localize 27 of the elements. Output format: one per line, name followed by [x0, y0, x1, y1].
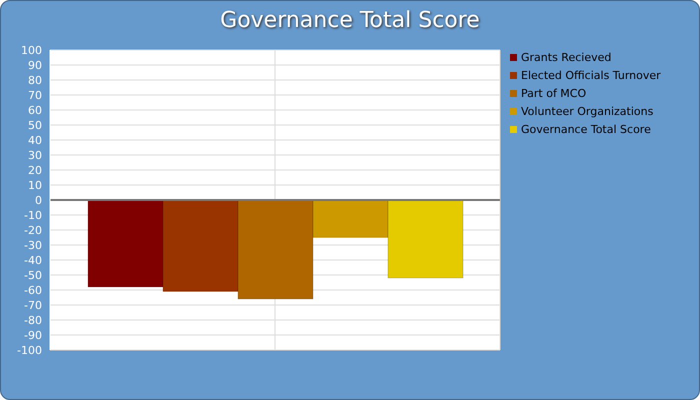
y-tick-label: -90	[24, 328, 42, 342]
y-tick-label: -100	[17, 344, 42, 357]
y-tick-label: -70	[24, 298, 42, 312]
y-tick-label: -80	[24, 314, 42, 327]
y-tick-label: -10	[24, 208, 42, 222]
legend-label: Elected Officials Turnover	[521, 69, 661, 82]
legend-label: Part of MCO	[521, 87, 586, 100]
y-tick-label: -50	[24, 268, 42, 282]
y-tick-label: 70	[28, 88, 42, 102]
legend-label: Grants Recieved	[521, 51, 612, 64]
y-tick-label: 20	[28, 164, 42, 177]
y-tick-label: 0	[35, 194, 42, 207]
legend-label: Volunteer Organizations	[521, 105, 654, 118]
y-tick-label: 10	[28, 178, 42, 192]
y-tick-label: 50	[28, 118, 42, 132]
y-tick-label: -40	[24, 254, 42, 267]
y-tick-label: 90	[28, 58, 42, 72]
chart-title: Governance Total Score	[219, 8, 481, 33]
y-tick-label: -20	[24, 224, 42, 237]
y-tick-label: 60	[28, 104, 42, 117]
y-tick-label: 100	[21, 44, 42, 57]
y-tick-label: -60	[24, 284, 42, 297]
y-tick-label: -30	[24, 238, 42, 252]
y-tick-label: 80	[28, 74, 42, 87]
y-tick-label: 40	[28, 134, 42, 147]
legend-label: Governance Total Score	[521, 123, 651, 136]
y-tick-label: 30	[28, 148, 42, 162]
